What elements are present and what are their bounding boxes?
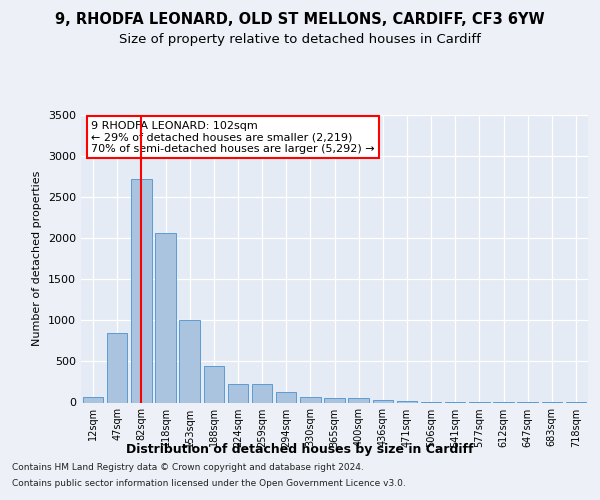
Bar — [227, 384, 248, 402]
Bar — [373, 400, 393, 402]
Bar — [107, 332, 127, 402]
Y-axis label: Number of detached properties: Number of detached properties — [32, 171, 43, 346]
Bar — [83, 397, 103, 402]
Text: Contains HM Land Registry data © Crown copyright and database right 2024.: Contains HM Land Registry data © Crown c… — [12, 464, 364, 472]
Bar — [155, 234, 176, 402]
Bar — [300, 397, 320, 402]
Text: 9, RHODFA LEONARD, OLD ST MELLONS, CARDIFF, CF3 6YW: 9, RHODFA LEONARD, OLD ST MELLONS, CARDI… — [55, 12, 545, 28]
Bar — [203, 366, 224, 403]
Bar — [252, 384, 272, 402]
Text: 9 RHODFA LEONARD: 102sqm
← 29% of detached houses are smaller (2,219)
70% of sem: 9 RHODFA LEONARD: 102sqm ← 29% of detach… — [91, 120, 375, 154]
Bar — [276, 392, 296, 402]
Bar — [397, 401, 417, 402]
Bar — [131, 179, 152, 402]
Text: Size of property relative to detached houses in Cardiff: Size of property relative to detached ho… — [119, 32, 481, 46]
Bar — [349, 398, 369, 402]
Text: Contains public sector information licensed under the Open Government Licence v3: Contains public sector information licen… — [12, 478, 406, 488]
Bar — [324, 398, 345, 402]
Bar — [179, 320, 200, 402]
Text: Distribution of detached houses by size in Cardiff: Distribution of detached houses by size … — [126, 442, 474, 456]
